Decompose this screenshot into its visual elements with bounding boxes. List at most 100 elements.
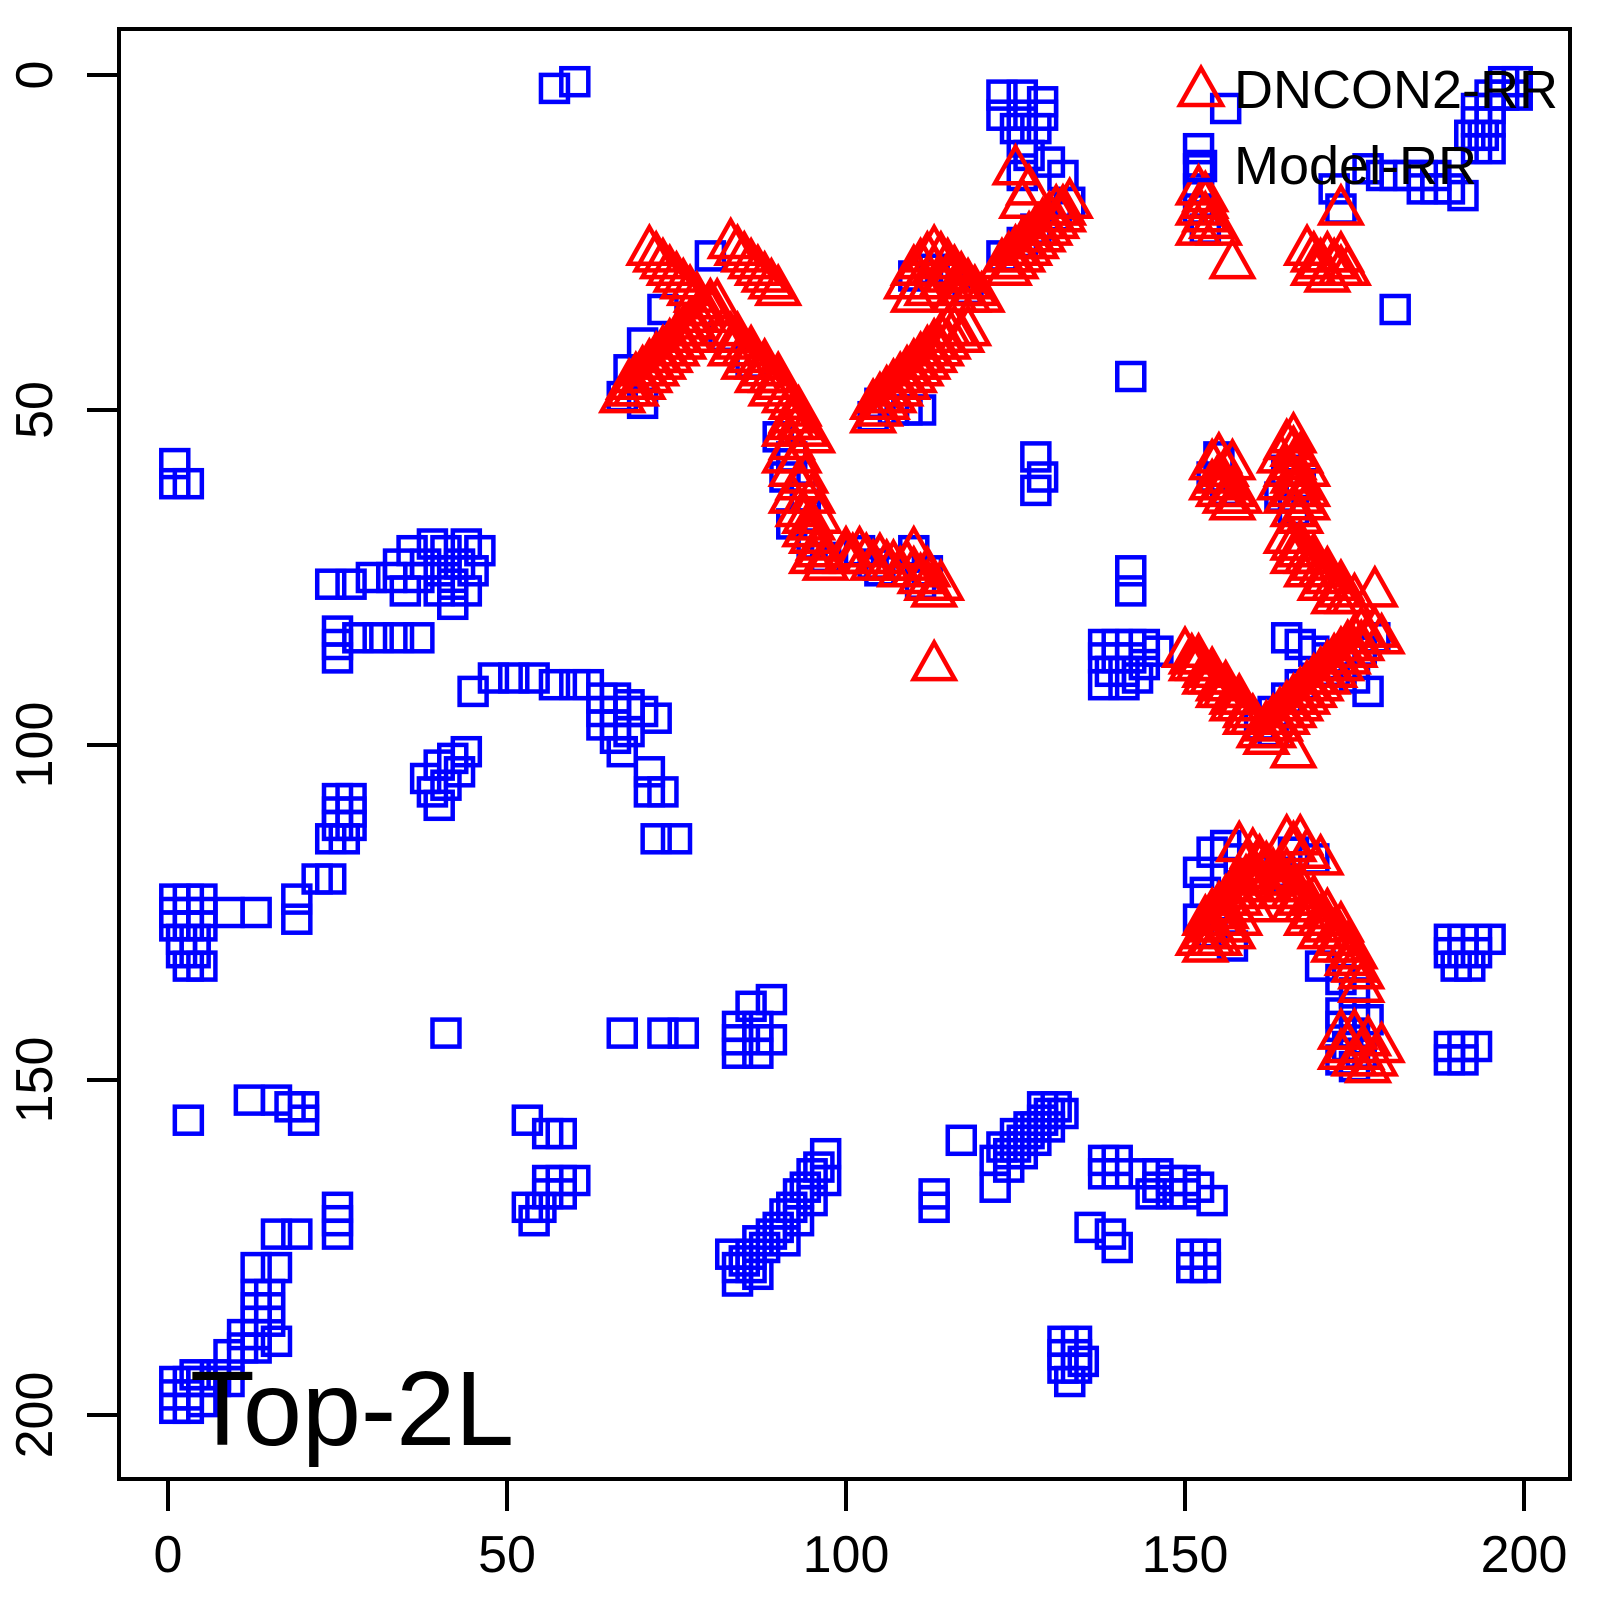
legend-label-model: Model-RR <box>1234 136 1478 196</box>
square-marker <box>213 896 245 929</box>
triangle-marker <box>916 557 966 601</box>
square-marker <box>423 789 455 822</box>
square-marker <box>281 883 313 915</box>
triangle-marker <box>1282 825 1332 869</box>
legend: DNCON2-RR Model-RR <box>1168 52 1558 204</box>
triangle-marker <box>1208 906 1257 950</box>
square-marker <box>498 662 530 694</box>
x-tick-label: 0 <box>154 1526 183 1584</box>
triangle-marker <box>1316 182 1366 226</box>
square-marker <box>1074 1211 1106 1244</box>
square-marker <box>1115 575 1147 607</box>
square-marker <box>538 72 571 105</box>
axes <box>87 73 1526 1511</box>
legend-label-dncon2: DNCON2-RR <box>1234 60 1558 120</box>
triangle-marker <box>787 410 837 454</box>
triangle-marker <box>936 262 986 307</box>
triangle-marker <box>1038 189 1088 233</box>
triangle-marker <box>855 530 905 575</box>
square-marker <box>172 1392 205 1425</box>
square-marker <box>403 622 435 654</box>
square-marker <box>281 1218 313 1250</box>
triangle-marker <box>618 356 667 400</box>
square-marker <box>450 735 483 768</box>
plot-box <box>117 27 1572 1481</box>
square-legend-icon <box>1184 149 1218 183</box>
triangle-marker <box>1180 906 1230 950</box>
square-marker <box>918 1191 950 1224</box>
triangle-marker <box>848 390 898 434</box>
annotation-top-2l: Top-2L <box>190 1350 515 1468</box>
square-marker <box>545 1117 577 1150</box>
square-marker <box>213 1365 245 1398</box>
square-marker <box>423 575 455 607</box>
square-marker <box>477 662 510 694</box>
square-marker <box>172 1104 205 1136</box>
y-tick-label: 50 <box>6 381 64 439</box>
x-tick-label: 200 <box>1481 1526 1568 1584</box>
square-marker <box>159 467 191 500</box>
square-marker <box>640 823 672 855</box>
square-marker <box>1209 92 1242 125</box>
triangle-marker <box>801 537 851 581</box>
triangle-marker <box>875 363 925 407</box>
x-tick-label: 50 <box>478 1526 536 1584</box>
y-tick-label: 150 <box>6 1037 64 1124</box>
square-marker <box>457 555 489 587</box>
square-marker <box>342 622 374 654</box>
triangle-marker <box>1296 832 1345 876</box>
square-marker <box>721 1265 754 1297</box>
triangle-marker <box>1296 658 1345 702</box>
triangle-marker <box>889 524 939 568</box>
triangle-marker <box>909 638 959 682</box>
triangle-marker <box>1025 202 1074 246</box>
triangle-marker <box>1208 463 1257 508</box>
square-marker <box>464 534 496 567</box>
triangle-marker <box>1187 457 1237 501</box>
triangle-marker <box>1330 926 1379 970</box>
square-marker <box>647 776 679 808</box>
triangle-marker <box>1357 1019 1406 1064</box>
triangle-marker <box>1316 899 1366 943</box>
triangle-marker <box>767 396 817 441</box>
square-marker <box>321 1218 354 1250</box>
triangle-marker <box>1194 202 1244 246</box>
square-marker <box>1474 132 1506 165</box>
triangle-marker <box>943 303 993 347</box>
square-marker <box>328 823 361 855</box>
square-marker <box>281 903 313 935</box>
triangle-marker <box>1316 1026 1366 1070</box>
triangle-marker <box>889 349 939 394</box>
square-marker <box>1020 441 1052 473</box>
triangle-marker <box>1336 617 1386 662</box>
square-marker <box>660 823 693 855</box>
legend-row-model: Model-RR <box>1168 128 1558 204</box>
triangle-marker <box>1208 437 1257 481</box>
triangle-marker <box>1323 242 1373 287</box>
square-marker <box>287 1104 320 1136</box>
triangle-marker <box>747 256 796 300</box>
triangle-marker <box>923 316 973 360</box>
square-marker <box>260 1218 293 1250</box>
square-marker <box>430 1017 462 1049</box>
triangle-marker <box>1350 604 1400 648</box>
square-marker <box>1447 1044 1479 1076</box>
square-marker <box>1182 856 1215 889</box>
square-marker <box>1447 179 1479 212</box>
triangle-marker <box>787 530 837 575</box>
axis-labels: 0 50 100 150 200 0 50 100 150 200 <box>6 61 1567 1584</box>
triangle-marker <box>1309 644 1359 689</box>
triangle-marker <box>1282 443 1332 488</box>
square-marker <box>430 769 462 801</box>
square-marker <box>559 65 591 98</box>
square-marker <box>1115 555 1147 587</box>
triangle-marker <box>1282 671 1332 715</box>
square-marker <box>1352 675 1384 708</box>
x-tick-label: 150 <box>1142 1526 1229 1584</box>
square-marker <box>1189 1251 1222 1284</box>
triangle-marker <box>1004 162 1054 206</box>
triangle-legend-icon <box>1176 63 1226 108</box>
triangle-marker <box>991 236 1040 280</box>
